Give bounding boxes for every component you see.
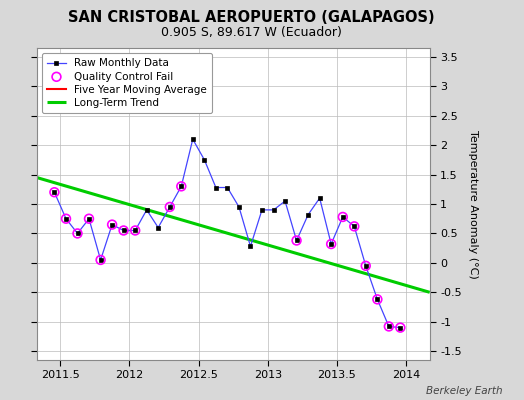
Text: Berkeley Earth: Berkeley Earth [427,386,503,396]
Raw Monthly Data [397,325,403,330]
Raw Monthly Data [236,204,242,209]
Quality Control Fail [396,324,405,331]
Text: SAN CRISTOBAL AEROPUERTO (GALAPAGOS): SAN CRISTOBAL AEROPUERTO (GALAPAGOS) [68,10,435,25]
Raw Monthly Data [224,185,231,190]
Quality Control Fail [350,223,358,230]
Raw Monthly Data [316,196,323,200]
Quality Control Fail [85,216,93,222]
Raw Monthly Data [305,212,311,217]
Quality Control Fail [339,214,347,220]
Raw Monthly Data [86,216,92,221]
Quality Control Fail [73,230,82,237]
Raw Monthly Data [190,137,196,142]
Raw Monthly Data [351,224,357,229]
Raw Monthly Data [109,222,115,227]
Quality Control Fail [108,222,116,228]
Raw Monthly Data [201,158,208,162]
Raw Monthly Data [155,225,161,230]
Raw Monthly Data [51,190,58,195]
Quality Control Fail [62,216,70,222]
Raw Monthly Data [74,231,81,236]
Quality Control Fail [166,204,174,210]
Raw Monthly Data [63,216,69,221]
Raw Monthly Data [340,214,346,219]
Raw Monthly Data [132,228,138,233]
Raw Monthly Data [178,184,184,189]
Quality Control Fail [131,227,139,234]
Quality Control Fail [385,323,393,330]
Raw Monthly Data [259,208,265,212]
Y-axis label: Temperature Anomaly (°C): Temperature Anomaly (°C) [468,130,478,278]
Line: Raw Monthly Data: Raw Monthly Data [52,137,402,330]
Raw Monthly Data [247,244,254,249]
Raw Monthly Data [363,264,369,268]
Raw Monthly Data [213,185,219,190]
Quality Control Fail [373,296,381,302]
Quality Control Fail [327,241,335,247]
Legend: Raw Monthly Data, Quality Control Fail, Five Year Moving Average, Long-Term Tren: Raw Monthly Data, Quality Control Fail, … [42,53,212,113]
Raw Monthly Data [374,297,380,302]
Raw Monthly Data [167,204,173,209]
Raw Monthly Data [293,238,300,243]
Raw Monthly Data [144,208,150,212]
Quality Control Fail [119,227,128,234]
Raw Monthly Data [328,242,334,246]
Raw Monthly Data [282,199,288,204]
Quality Control Fail [292,237,301,244]
Text: 0.905 S, 89.617 W (Ecuador): 0.905 S, 89.617 W (Ecuador) [161,26,342,39]
Quality Control Fail [50,189,59,196]
Quality Control Fail [177,183,185,190]
Raw Monthly Data [121,228,127,233]
Quality Control Fail [362,263,370,269]
Raw Monthly Data [270,208,277,212]
Raw Monthly Data [97,258,104,262]
Raw Monthly Data [386,324,392,329]
Quality Control Fail [96,257,105,263]
